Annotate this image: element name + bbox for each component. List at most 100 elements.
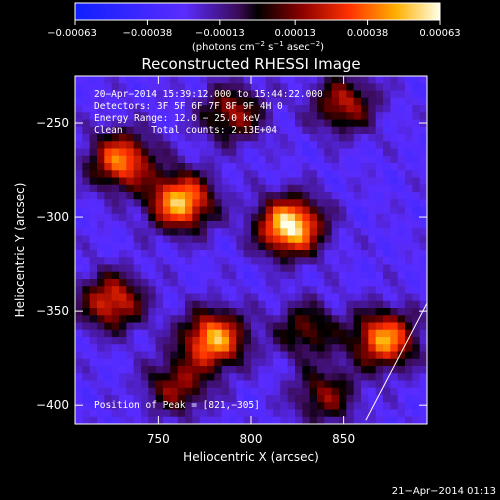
heatmap-pixel [397, 366, 406, 374]
heatmap-pixel [97, 213, 105, 222]
heatmap-pixel [383, 206, 391, 215]
heatmap-pixel [207, 90, 215, 99]
heatmap-pixel [111, 271, 120, 280]
heatmap-pixel [229, 83, 237, 92]
heatmap-pixel [309, 206, 318, 215]
heatmap-pixel [375, 76, 384, 84]
heatmap-pixel [111, 235, 120, 244]
heatmap-pixel [251, 344, 259, 353]
heatmap-pixel [111, 141, 120, 150]
heatmap-pixel [82, 126, 91, 135]
heatmap-pixel [397, 90, 406, 99]
heatmap-pixel [243, 213, 252, 222]
heatmap-pixel [148, 199, 157, 208]
heatmap-pixel [170, 337, 179, 345]
heatmap-pixel [324, 380, 333, 389]
heatmap-pixel [353, 329, 362, 338]
heatmap-pixel [346, 112, 355, 121]
heatmap-pixel [207, 192, 215, 200]
heatmap-pixel [383, 235, 391, 244]
heatmap-pixel [119, 206, 127, 215]
heatmap-pixel [221, 300, 230, 309]
heatmap-pixel [155, 235, 164, 244]
heatmap-pixel [148, 163, 157, 171]
heatmap-pixel [243, 148, 252, 157]
heatmap-pixel [126, 199, 135, 208]
heatmap-pixel [353, 221, 362, 229]
heatmap-pixel [405, 141, 413, 150]
heatmap-pixel [339, 279, 347, 287]
heatmap-pixel [361, 387, 369, 396]
heatmap-pixel [397, 416, 406, 424]
heatmap-pixel [214, 402, 223, 411]
heatmap-pixel [405, 250, 413, 258]
heatmap-pixel [104, 221, 113, 229]
heatmap-pixel [126, 105, 135, 113]
heatmap-pixel [368, 184, 377, 193]
heatmap-pixel [126, 170, 135, 179]
heatmap-pixel [251, 192, 259, 200]
heatmap-pixel [133, 351, 142, 360]
heatmap-pixel [82, 192, 91, 200]
heatmap-pixel [295, 112, 303, 121]
heatmap-pixel [104, 337, 113, 345]
heatmap-pixel [258, 97, 267, 106]
heatmap-pixel [111, 387, 120, 396]
heatmap-pixel [214, 148, 223, 157]
heatmap-pixel [111, 279, 120, 287]
heatmap-pixel [375, 213, 384, 222]
heatmap-pixel [141, 387, 149, 396]
heatmap-pixel [243, 97, 252, 106]
heatmap-pixel [243, 322, 252, 331]
heatmap-pixel [229, 409, 237, 418]
heatmap-pixel [302, 402, 311, 411]
heatmap-pixel [82, 90, 91, 99]
heatmap-pixel [419, 199, 427, 208]
heatmap-pixel [280, 148, 289, 157]
heatmap-pixel [111, 105, 120, 113]
heatmap-pixel [199, 90, 208, 99]
heatmap-pixel [177, 264, 186, 273]
heatmap-pixel [104, 170, 113, 179]
heatmap-pixel [199, 366, 208, 374]
heatmap-pixel [148, 192, 157, 200]
heatmap-pixel [163, 271, 171, 280]
heatmap-pixel [214, 380, 223, 389]
heatmap-pixel [199, 134, 208, 142]
heatmap-pixel [375, 148, 384, 157]
heatmap-pixel [324, 83, 333, 92]
heatmap-pixel [221, 402, 230, 411]
heatmap-pixel [221, 409, 230, 418]
heatmap-pixel [243, 184, 252, 193]
heatmap-pixel [148, 126, 157, 135]
heatmap-pixel [126, 97, 135, 106]
heatmap-pixel [251, 300, 259, 309]
heatmap-pixel [236, 271, 245, 280]
heatmap-pixel [280, 90, 289, 99]
heatmap-pixel [214, 105, 223, 113]
heatmap-pixel [214, 141, 223, 150]
heatmap-pixel [346, 286, 355, 295]
heatmap-pixel [119, 315, 127, 324]
heatmap-pixel [317, 199, 325, 208]
heatmap-pixel [368, 192, 377, 200]
heatmap-pixel [339, 416, 347, 424]
heatmap-pixel [339, 300, 347, 309]
heatmap-pixel [412, 337, 421, 345]
heatmap-pixel [405, 409, 413, 418]
heatmap-pixel [397, 221, 406, 229]
heatmap-pixel [405, 206, 413, 215]
heatmap-pixel [148, 329, 157, 338]
heatmap-pixel [229, 358, 237, 367]
heatmap-pixel [309, 250, 318, 258]
heatmap-pixel [339, 366, 347, 374]
heatmap-pixel [141, 315, 149, 324]
heatmap-pixel [177, 286, 186, 295]
heatmap-pixel [236, 409, 245, 418]
heatmap-pixel [199, 257, 208, 266]
heatmap-pixel [141, 235, 149, 244]
heatmap-pixel [375, 163, 384, 171]
heatmap-pixel [89, 221, 98, 229]
heatmap-pixel [133, 105, 142, 113]
heatmap-pixel [397, 126, 406, 135]
